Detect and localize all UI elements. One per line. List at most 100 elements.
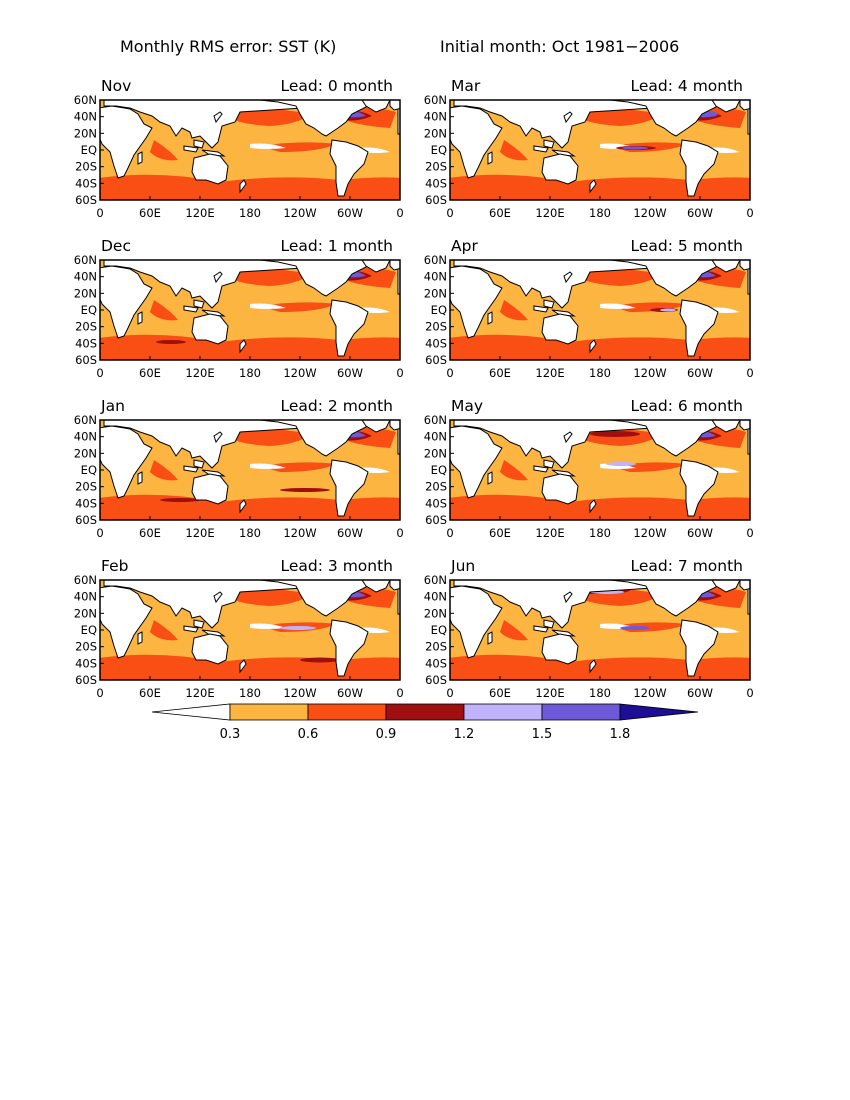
colorbar-label: 1.8 — [610, 727, 631, 742]
lon-tick-label: 120W — [633, 526, 666, 540]
lon-tick-label: 0 — [446, 686, 453, 700]
lon-tick-label: 60E — [489, 206, 511, 220]
panel-lead: Lead: 1 month — [281, 237, 393, 255]
lon-tick-label: 120E — [535, 526, 564, 540]
error-patch — [590, 431, 640, 437]
lat-tick-label: 60N — [424, 573, 447, 587]
lon-tick-label: 60E — [139, 686, 161, 700]
lon-tick-label: 60W — [337, 366, 363, 380]
panel-lead: Lead: 2 month — [281, 397, 393, 415]
colorbar-swatch — [541, 703, 621, 721]
lon-tick-label: 120E — [185, 686, 214, 700]
lon-tick-label: 180 — [589, 686, 611, 700]
lat-tick-label: 20S — [425, 640, 447, 654]
lon-tick-label: 120W — [283, 206, 316, 220]
lat-tick-label: 20S — [75, 320, 97, 334]
lon-tick-label: 0 — [746, 206, 753, 220]
lon-tick-label: 60E — [489, 686, 511, 700]
panel-month: Jan — [100, 397, 125, 415]
lon-tick-label: 120W — [283, 686, 316, 700]
panel-month: Feb — [101, 557, 128, 575]
lon-tick-label: 0 — [96, 686, 103, 700]
lat-tick-label: 40S — [75, 176, 97, 190]
lat-tick-label: 20S — [75, 160, 97, 174]
panel-month: Dec — [101, 237, 131, 255]
lat-tick-label: 40N — [424, 430, 447, 444]
error-patch — [160, 498, 200, 502]
error-patch — [280, 488, 330, 492]
error-field — [100, 260, 400, 360]
lat-tick-label: EQ — [81, 143, 97, 157]
error-field — [450, 260, 750, 360]
lat-tick-label: 40N — [74, 430, 97, 444]
lat-tick-label: 60S — [425, 353, 447, 367]
lon-tick-label: 120E — [535, 206, 564, 220]
lon-tick-label: 180 — [239, 366, 261, 380]
lat-tick-label: 60S — [425, 673, 447, 687]
lon-tick-label: 60W — [687, 686, 713, 700]
colorbar-swatch — [463, 703, 543, 721]
error-patch — [156, 340, 186, 344]
error-patch — [280, 626, 316, 630]
lon-tick-label: 60W — [337, 206, 363, 220]
lat-tick-label: 60S — [425, 193, 447, 207]
error-patch — [606, 462, 636, 466]
lat-tick-label: 60N — [424, 93, 447, 107]
figure-subtitle: Initial month: Oct 1981−2006 — [440, 37, 679, 56]
error-patch — [300, 657, 340, 663]
panel-month: May — [451, 397, 483, 415]
lon-tick-label: 0 — [396, 206, 403, 220]
lat-tick-label: 20N — [424, 126, 447, 140]
lon-tick-label: 60E — [489, 366, 511, 380]
panel-month: Mar — [451, 77, 481, 95]
lat-tick-label: 40N — [74, 270, 97, 284]
lat-tick-label: 60S — [425, 513, 447, 527]
lon-tick-label: 120E — [535, 686, 564, 700]
lon-tick-label: 180 — [239, 686, 261, 700]
lat-tick-label: 60S — [75, 513, 97, 527]
lat-tick-label: 40S — [425, 336, 447, 350]
panel-lead: Lead: 0 month — [281, 77, 393, 95]
lon-tick-label: 180 — [239, 526, 261, 540]
panel-lead: Lead: 4 month — [631, 77, 743, 95]
lat-tick-label: 40S — [75, 336, 97, 350]
lat-tick-label: 40N — [424, 110, 447, 124]
lon-tick-label: 120W — [633, 206, 666, 220]
lat-tick-label: 60S — [75, 353, 97, 367]
lon-tick-label: 120E — [185, 526, 214, 540]
lon-tick-label: 180 — [589, 206, 611, 220]
lat-tick-label: 20N — [424, 286, 447, 300]
lon-tick-label: 60E — [489, 526, 511, 540]
lat-tick-label: 40S — [425, 176, 447, 190]
panel-lead: Lead: 3 month — [281, 557, 393, 575]
colorbar-label: 1.2 — [454, 727, 475, 742]
colorbar-label: 1.5 — [532, 727, 553, 742]
lat-tick-label: 20N — [74, 126, 97, 140]
error-field — [450, 100, 750, 200]
panel-month: Jun — [450, 557, 475, 575]
lon-tick-label: 0 — [746, 686, 753, 700]
lat-tick-label: 60S — [75, 193, 97, 207]
lat-tick-label: 20N — [424, 446, 447, 460]
lon-tick-label: 180 — [589, 526, 611, 540]
error-field — [450, 580, 750, 680]
lat-tick-label: 60N — [74, 413, 97, 427]
error-patch — [620, 626, 650, 630]
lon-tick-label: 60W — [337, 526, 363, 540]
lat-tick-label: EQ — [431, 623, 447, 637]
lat-tick-label: 40S — [75, 656, 97, 670]
error-patch — [622, 146, 648, 150]
lat-tick-label: 20N — [74, 446, 97, 460]
lon-tick-label: 60E — [139, 526, 161, 540]
lon-tick-label: 60E — [139, 366, 161, 380]
lon-tick-label: 60W — [687, 206, 713, 220]
error-patch — [660, 308, 676, 312]
